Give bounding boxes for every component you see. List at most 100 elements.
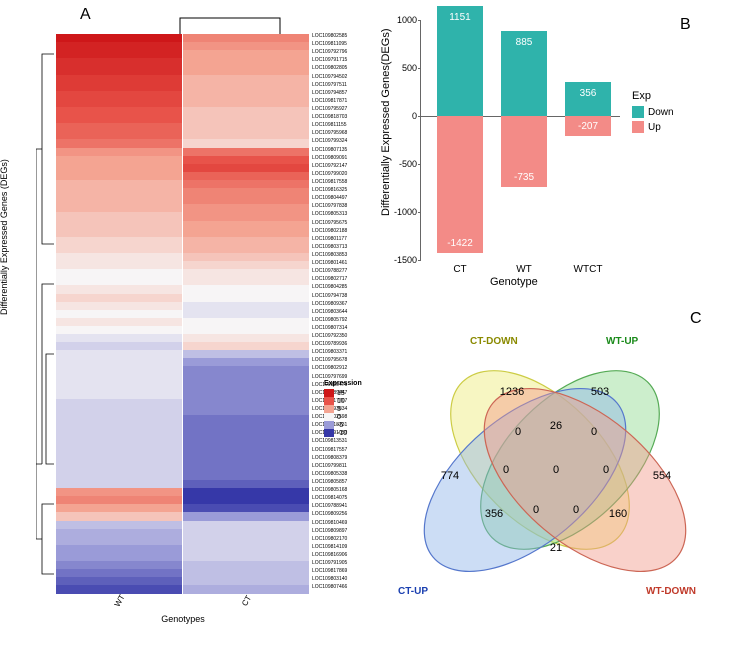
heatmap-cell xyxy=(56,123,182,131)
panel-b-barchart: B -1500-1000-500050010001151-1422CT885-7… xyxy=(380,10,730,300)
heatmap-cell xyxy=(183,83,309,91)
bar-value: 1151 xyxy=(437,12,483,23)
heatmap-cell xyxy=(56,58,182,66)
heatmap-cell xyxy=(56,253,182,261)
heatmap-cell xyxy=(183,488,309,496)
bar-legend: Exp DownUp xyxy=(632,90,674,136)
heatmap-cell xyxy=(183,456,309,464)
heatmap-cell xyxy=(56,229,182,237)
heatmap-cell xyxy=(183,269,309,277)
heatmap-cell xyxy=(183,277,309,285)
heatmap-cell xyxy=(56,148,182,156)
heatmap-cell xyxy=(183,75,309,83)
heatmap-cell xyxy=(56,423,182,431)
venn-set-label: WT-DOWN xyxy=(646,586,696,597)
heatmap-cell xyxy=(56,131,182,139)
bar-down: 356 xyxy=(565,82,611,116)
heatmap-cell xyxy=(56,50,182,58)
venn-value: 0 xyxy=(591,426,597,438)
expression-legend-title: Expression xyxy=(324,380,370,387)
legend-value: 15 xyxy=(337,390,345,397)
heatmap-cell xyxy=(56,342,182,350)
heatmap-x-title: Genotypes xyxy=(56,614,310,624)
heatmap-cell xyxy=(183,58,309,66)
heatmap-cell xyxy=(56,496,182,504)
heatmap-cell xyxy=(183,553,309,561)
heatmap-cell xyxy=(56,488,182,496)
bar-up: -207 xyxy=(565,116,611,136)
heatmap-cell xyxy=(183,115,309,123)
heatmap-cell xyxy=(56,221,182,229)
heatmap-cell xyxy=(183,237,309,245)
bar-category-label: WT xyxy=(501,264,547,275)
bar-value: -207 xyxy=(565,121,611,132)
venn-value: 0 xyxy=(503,464,509,476)
panel-b-label: B xyxy=(680,16,691,34)
heatmap-cell xyxy=(183,302,309,310)
heatmap-cell xyxy=(56,188,182,196)
legend-swatch xyxy=(324,389,334,397)
heatmap-cell xyxy=(183,123,309,131)
heatmap-cell xyxy=(56,545,182,553)
heatmap-cell xyxy=(56,561,182,569)
heatmap-cell xyxy=(56,66,182,74)
heatmap-cell xyxy=(183,156,309,164)
heatmap-cell xyxy=(183,521,309,529)
heatmap-cell xyxy=(56,569,182,577)
heatmap-cell xyxy=(183,131,309,139)
y-tick-mark xyxy=(418,260,421,261)
heatmap-cell xyxy=(56,358,182,366)
heatmap-cell xyxy=(183,326,309,334)
heatmap-cell xyxy=(183,569,309,577)
heatmap-cell xyxy=(183,66,309,74)
heatmap-cell xyxy=(183,512,309,520)
venn-set-label: WT-UP xyxy=(606,336,638,347)
panel-c-venn: C CT-DOWNWT-UPCT-UPWT-DOWN 1236503026077… xyxy=(380,310,730,620)
heatmap-cell xyxy=(56,383,182,391)
heatmap-cell xyxy=(56,269,182,277)
venn-set-label: CT-UP xyxy=(398,586,428,597)
heatmap-cell xyxy=(183,496,309,504)
heatmap-cell xyxy=(56,34,182,42)
y-tick-mark xyxy=(418,20,421,21)
heatmap-cell xyxy=(56,472,182,480)
heatmap-cell xyxy=(56,261,182,269)
bar-legend-title: Exp xyxy=(632,90,674,102)
bar-value: 885 xyxy=(501,37,547,48)
heatmap-cell xyxy=(183,480,309,488)
heatmap-cell xyxy=(56,83,182,91)
heatmap-cell xyxy=(183,310,309,318)
heatmap-cell xyxy=(183,334,309,342)
heatmap-cell xyxy=(183,342,309,350)
heatmap-cell xyxy=(56,139,182,147)
heatmap-cell xyxy=(183,285,309,293)
heatmap-cell xyxy=(56,302,182,310)
heatmap-cell xyxy=(183,180,309,188)
legend-swatch xyxy=(324,405,334,413)
heatmap-cell xyxy=(183,464,309,472)
heatmap-cell xyxy=(183,391,309,399)
heatmap-cell xyxy=(56,277,182,285)
dendrogram-left xyxy=(36,34,54,594)
legend-row: -10 xyxy=(324,429,370,437)
legend-row: 0 xyxy=(324,413,370,421)
heatmap-cell xyxy=(183,196,309,204)
venn-set-label: CT-DOWN xyxy=(470,336,518,347)
heatmap-cell xyxy=(183,415,309,423)
heatmap-cell xyxy=(56,294,182,302)
venn-value: 21 xyxy=(550,542,562,554)
legend-swatch xyxy=(324,397,334,405)
legend-row: -5 xyxy=(324,421,370,429)
heatmap-cell xyxy=(183,545,309,553)
heatmap-cell xyxy=(56,180,182,188)
legend-row: Down xyxy=(632,106,674,118)
bar-y-title: Differentially Expressed Genes(DEGs) xyxy=(380,29,392,216)
legend-row: 15 xyxy=(324,389,370,397)
heatmap-cell xyxy=(183,431,309,439)
heatmap-cell xyxy=(183,172,309,180)
venn-value: 503 xyxy=(591,386,609,398)
heatmap-cell xyxy=(183,91,309,99)
heatmap-cell xyxy=(56,415,182,423)
legend-row: 5 xyxy=(324,405,370,413)
y-tick-mark xyxy=(418,116,421,117)
